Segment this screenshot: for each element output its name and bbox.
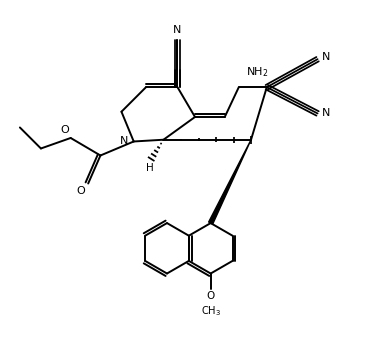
Polygon shape <box>208 140 251 224</box>
Text: N: N <box>322 53 331 62</box>
Text: O: O <box>207 291 215 301</box>
Text: NH$_2$: NH$_2$ <box>246 66 268 79</box>
Text: O: O <box>60 125 69 135</box>
Text: CH$_3$: CH$_3$ <box>201 304 221 318</box>
Text: N: N <box>322 108 331 119</box>
Text: O: O <box>77 186 85 196</box>
Text: H: H <box>146 163 154 173</box>
Text: N: N <box>120 137 128 146</box>
Text: N: N <box>173 25 182 35</box>
